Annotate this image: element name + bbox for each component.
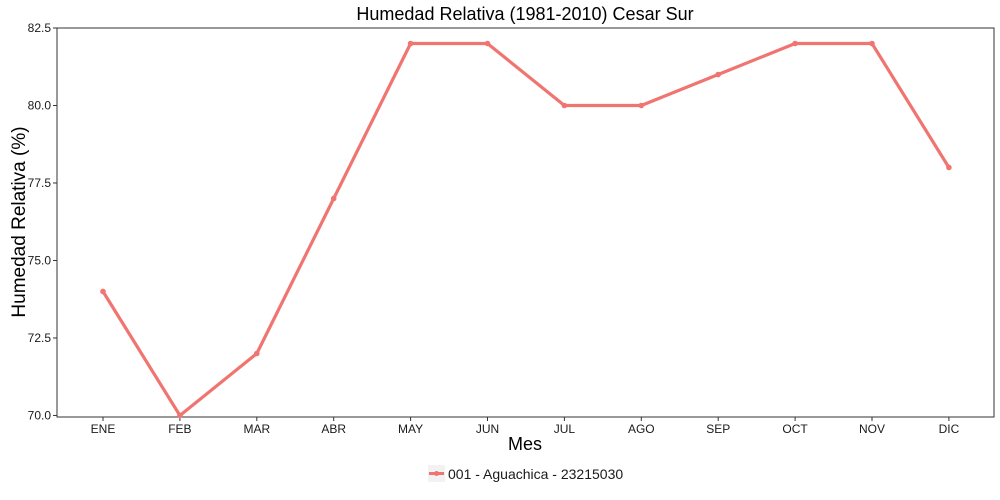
x-tick-label: ENE	[91, 422, 116, 436]
x-tick-label: FEB	[168, 422, 191, 436]
x-tick-label: MAR	[243, 422, 270, 436]
data-point	[330, 195, 337, 202]
legend: 001 - Aguachica - 23215030	[428, 465, 623, 482]
legend-label: 001 - Aguachica - 23215030	[448, 466, 623, 482]
data-point	[715, 71, 721, 78]
plot-frame	[56, 27, 995, 418]
y-tick-label: 75.0	[28, 253, 52, 267]
data-point	[561, 102, 568, 109]
data-point	[792, 40, 798, 47]
x-tick-label: NOV	[859, 422, 885, 436]
y-tick-label: 72.5	[28, 331, 52, 345]
data-point	[100, 288, 106, 295]
legend-key-marker	[434, 471, 439, 476]
series-line	[101, 41, 951, 418]
y-tick-label: 82.5	[28, 21, 52, 35]
x-tick-label: DIC	[939, 422, 960, 436]
data-point	[177, 412, 183, 419]
x-tick-label: JUL	[554, 422, 576, 436]
data-point	[253, 350, 260, 357]
data-point	[869, 40, 875, 47]
y-axis-title: Humedad Relativa (%)	[9, 126, 30, 317]
y-tick-label: 70.0	[28, 408, 52, 422]
x-tick-label: ABR	[321, 422, 346, 436]
chart-title: Humedad Relativa (1981-2010) Cesar Sur	[356, 4, 693, 24]
x-axis: ENE FEB MAR ABR MAY JUN JUL AGO SEP OCT NOV DIC	[91, 417, 960, 436]
y-tick-label: 77.5	[28, 176, 52, 190]
y-tick-label: 80.0	[28, 98, 52, 112]
x-tick-label: MAY	[398, 422, 423, 436]
y-axis: 70.0 72.5 75.0 77.5 80.0 82.5	[28, 21, 57, 422]
x-tick-label: OCT	[782, 422, 808, 436]
series-layer	[100, 40, 952, 419]
x-tick-label: SEP	[706, 422, 730, 436]
x-axis-title: Mes	[508, 434, 542, 454]
data-point	[638, 102, 645, 109]
x-tick-label: AGO	[628, 422, 655, 436]
data-point	[484, 40, 491, 47]
data-point	[407, 40, 414, 47]
data-point	[946, 164, 952, 171]
x-tick-label: JUN	[476, 422, 499, 436]
